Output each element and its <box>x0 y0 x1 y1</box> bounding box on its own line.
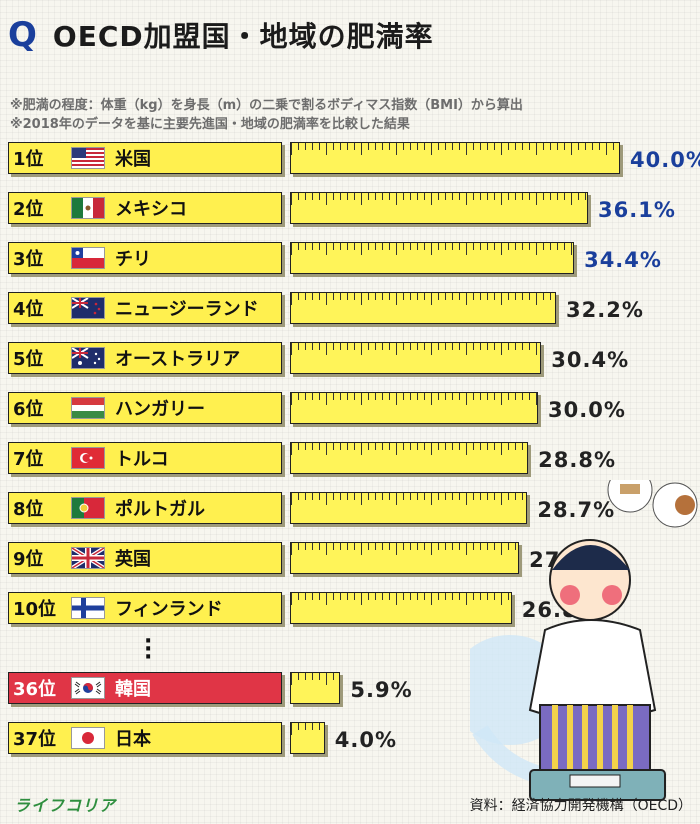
bar <box>290 672 341 704</box>
chart-row: 10位 フィンランド 26.8% <box>8 592 698 626</box>
bar <box>290 342 542 374</box>
chart-row: 1位 米国 40.0% <box>8 142 700 176</box>
country-name: チリ <box>115 249 151 270</box>
portugal-flag-icon <box>71 497 105 519</box>
chile-flag-icon <box>71 247 105 269</box>
japan-flag-icon <box>71 727 105 749</box>
notes: ※肥満の程度：体重（kg）を身長（m）の二乗で割るボディマス指数（BMI）から算… <box>10 96 690 134</box>
chart-row: 3位 チリ 34.4% <box>8 242 698 276</box>
australia-flag-icon <box>71 347 105 369</box>
rank-label: 36位 <box>13 679 57 700</box>
korea-flag-icon <box>71 677 105 699</box>
rank-label: 7位 <box>13 449 44 470</box>
chart-row: 9位英国27.7% <box>8 542 698 576</box>
country-label: 2位 メキシコ <box>8 192 282 224</box>
mexico-flag-icon <box>71 197 105 219</box>
chart-row: 2位 メキシコ 36.1% <box>8 192 698 226</box>
country-name: ニュージーランド <box>115 299 259 320</box>
bar <box>290 722 325 754</box>
country-label: 9位 英国 <box>8 542 282 574</box>
uk-flag-icon <box>71 547 105 569</box>
country-name: フィンランド <box>115 599 223 620</box>
page-title: OECD加盟国・地域の肥満率 <box>52 20 434 53</box>
rank-label: 37位 <box>13 729 57 750</box>
note-1: ※肥満の程度：体重（kg）を身長（m）の二乗で割るボディマス指数（BMI）から算… <box>10 98 523 113</box>
country-label: 36位 韓国 <box>8 672 282 704</box>
chart-row: 7位 トルコ 28.8% <box>8 442 698 476</box>
bar <box>290 442 529 474</box>
rank-label: 10位 <box>13 599 57 620</box>
rank-label: 2位 <box>13 199 44 220</box>
country-label: 5位 オーストラリア <box>8 342 282 374</box>
bar <box>290 242 575 274</box>
brand-logo: ライフコリア <box>14 796 117 815</box>
country-label: 37位 日本 <box>8 722 282 754</box>
value-label: 28.7% <box>537 498 616 522</box>
source-note: 資料：経済協力開発機構（OECD） <box>469 798 692 814</box>
us-flag-icon <box>71 147 105 169</box>
rank-label: 4位 <box>13 299 44 320</box>
header: Q OECD加盟国・地域の肥満率 <box>8 8 688 62</box>
rank-label: 9位 <box>13 549 44 570</box>
country-label: 8位 ポルトガル <box>8 492 282 524</box>
value-label: 32.2% <box>566 298 644 322</box>
bar <box>290 292 557 324</box>
hungary-flag-icon <box>71 397 105 419</box>
country-label: 10位 フィンランド <box>8 592 282 624</box>
country-name: 日本 <box>115 729 151 750</box>
country-name: 韓国 <box>115 679 151 700</box>
bar <box>290 392 538 424</box>
chart-row: 8位 ポルトガル 28.7% <box>8 492 698 526</box>
turkey-flag-icon <box>71 447 105 469</box>
country-name: トルコ <box>115 449 169 470</box>
country-name: 米国 <box>115 149 151 170</box>
country-name: メキシコ <box>115 199 187 220</box>
value-label: 5.9% <box>350 678 413 702</box>
note-2: ※2018年のデータを基に主要先進国・地域の肥満率を比較した結果 <box>10 117 410 132</box>
chart-row: 5位 オーストラリア 30.4% <box>8 342 698 376</box>
value-label: 40.0% <box>630 148 700 172</box>
new-zealand-flag-icon <box>71 297 105 319</box>
chart-row: 36位 韓国 5.9% <box>8 672 698 706</box>
rank-label: 1位 <box>13 149 44 170</box>
q-mark: Q <box>8 15 37 55</box>
finland-flag-icon <box>71 597 105 619</box>
country-name: ハンガリー <box>115 399 205 420</box>
country-label: 3位 チリ <box>8 242 282 274</box>
country-name: ポルトガル <box>115 499 205 520</box>
country-name: 英国 <box>115 549 151 570</box>
ellipsis-dots: · · · <box>144 629 153 670</box>
rank-label: 6位 <box>13 399 44 420</box>
rank-label: 3位 <box>13 249 44 270</box>
value-label: 4.0% <box>334 728 398 752</box>
rank-label: 5位 <box>13 349 44 370</box>
bar <box>290 592 512 624</box>
illustration <box>470 480 698 801</box>
bar <box>290 142 620 174</box>
value-label: 28.8% <box>538 448 617 472</box>
bar <box>290 492 528 524</box>
chart-row: 6位 ハンガリー 30.0% <box>8 392 698 426</box>
country-label: 1位 米国 <box>8 142 282 174</box>
country-name: オーストラリア <box>115 349 241 370</box>
country-label: 4位 ニュージーランド <box>8 292 282 324</box>
value-label: 34.4% <box>584 248 662 272</box>
value-label: 30.0% <box>548 398 626 422</box>
value-label: 30.4% <box>551 348 630 372</box>
country-label: 7位 トルコ <box>8 442 282 474</box>
bar <box>290 192 589 224</box>
country-label: 6位 ハンガリー <box>8 392 282 424</box>
value-label: 36.1% <box>598 198 676 222</box>
bar <box>290 542 520 574</box>
chart-row: 4位 ニュージーランド 32.2% <box>8 292 698 326</box>
chart-row: 37位 日本 4.0% <box>8 722 698 756</box>
rank-label: 8位 <box>13 499 44 520</box>
